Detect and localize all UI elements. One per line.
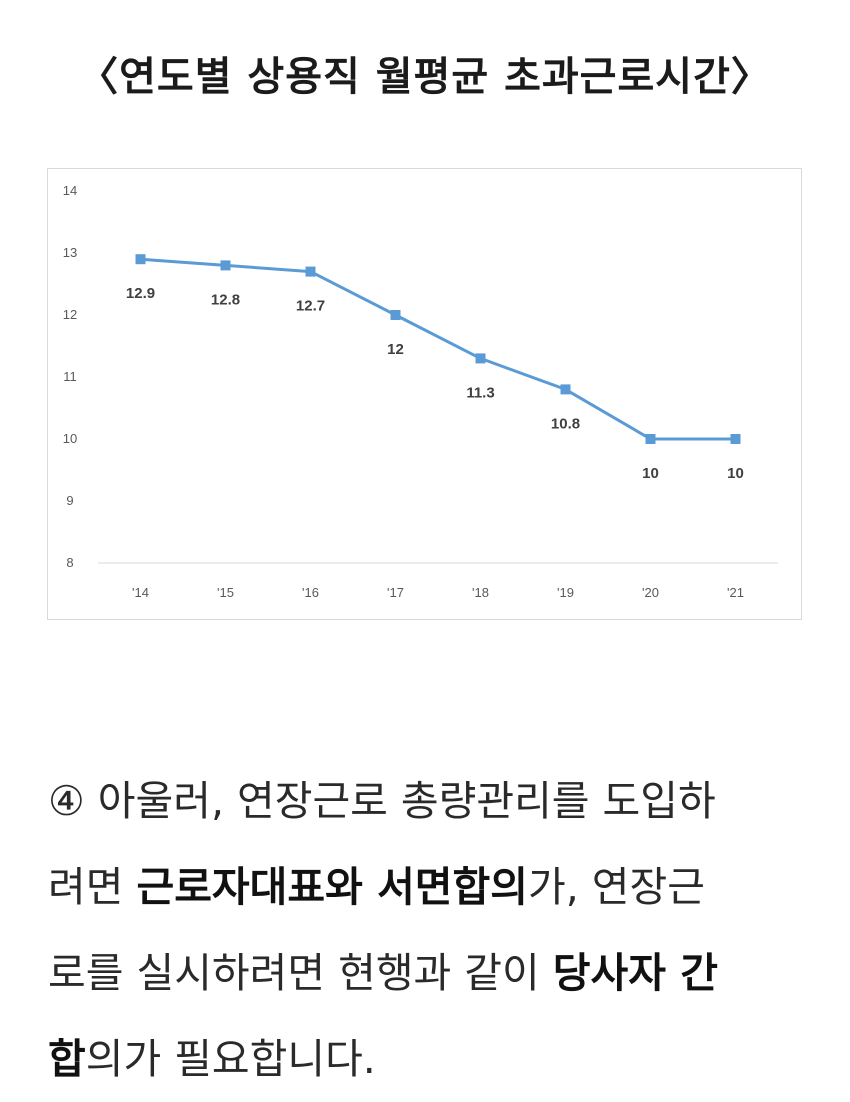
x-tick-label: '21 (727, 585, 744, 600)
x-tick-label: '19 (557, 585, 574, 600)
body-paragraph: ④ 아울러, 연장근로 총량관리를 도입하 려면 근로자대표와 서면합의가, 연… (48, 758, 818, 1102)
body-line-2: 려면 근로자대표와 서면합의가, 연장근 (48, 844, 818, 930)
body-line-4: 합의가 필요합니다. (48, 1016, 818, 1102)
data-label: 11.3 (466, 384, 494, 401)
data-point (645, 434, 656, 444)
data-point (305, 266, 316, 277)
data-label: 10 (727, 465, 744, 482)
body-line-1: ④ 아울러, 연장근로 총량관리를 도입하 (48, 777, 716, 825)
y-tick-label: 13 (63, 245, 77, 260)
data-point (390, 310, 401, 320)
data-label: 12.7 (296, 298, 325, 315)
body-line-2-pre: 려면 (48, 863, 137, 911)
y-tick-label: 14 (63, 183, 77, 198)
data-label: 12 (387, 341, 404, 358)
y-tick-label: 12 (63, 307, 77, 322)
data-label: 12.9 (126, 285, 155, 302)
data-point (135, 254, 146, 265)
body-line-3-bold: 당사자 간 (552, 949, 718, 997)
chart-title: 〈연도별 상용직 월평균 초과근로시간〉 (78, 54, 772, 100)
body-line-4-post: 의가 필요합니다. (85, 1035, 376, 1083)
data-point (220, 260, 231, 271)
y-tick-label: 10 (63, 431, 77, 446)
body-line-3: 로를 실시하려면 현행과 같이 당사자 간 (48, 930, 818, 1016)
chart-svg: 8 9 10 11 12 13 14 '14 '15 '16 '17 '18 '19 '20 '21 12.9… (63, 183, 778, 600)
data-label: 12.8 (211, 291, 240, 308)
body-line-4-bold: 합 (48, 1035, 86, 1083)
y-tick-label: 11 (63, 369, 77, 384)
data-point (730, 434, 741, 444)
x-tick-label: '16 (302, 585, 319, 600)
x-tick-label: '20 (642, 585, 659, 600)
x-tick-label: '14 (132, 585, 149, 600)
x-tick-label: '17 (387, 585, 404, 600)
data-point (560, 384, 571, 395)
data-label: 10 (642, 465, 659, 482)
data-point (475, 353, 486, 364)
line-chart: 8 9 10 11 12 13 14 '14 '15 '16 '17 '18 '19 '20 '21 12.9… (47, 168, 802, 620)
series-line (140, 257, 736, 441)
body-line-2-post: 가, 연장근 (527, 863, 705, 911)
y-tick-label: 8 (66, 555, 73, 570)
body-line-3-pre: 로를 실시하려면 현행과 같이 (48, 949, 553, 997)
body-line-2-bold: 근로자대표와 서면합의 (136, 863, 528, 911)
x-tick-label: '15 (217, 585, 234, 600)
data-label: 10.8 (551, 415, 580, 432)
y-tick-label: 9 (66, 493, 73, 508)
x-tick-label: '18 (472, 585, 489, 600)
